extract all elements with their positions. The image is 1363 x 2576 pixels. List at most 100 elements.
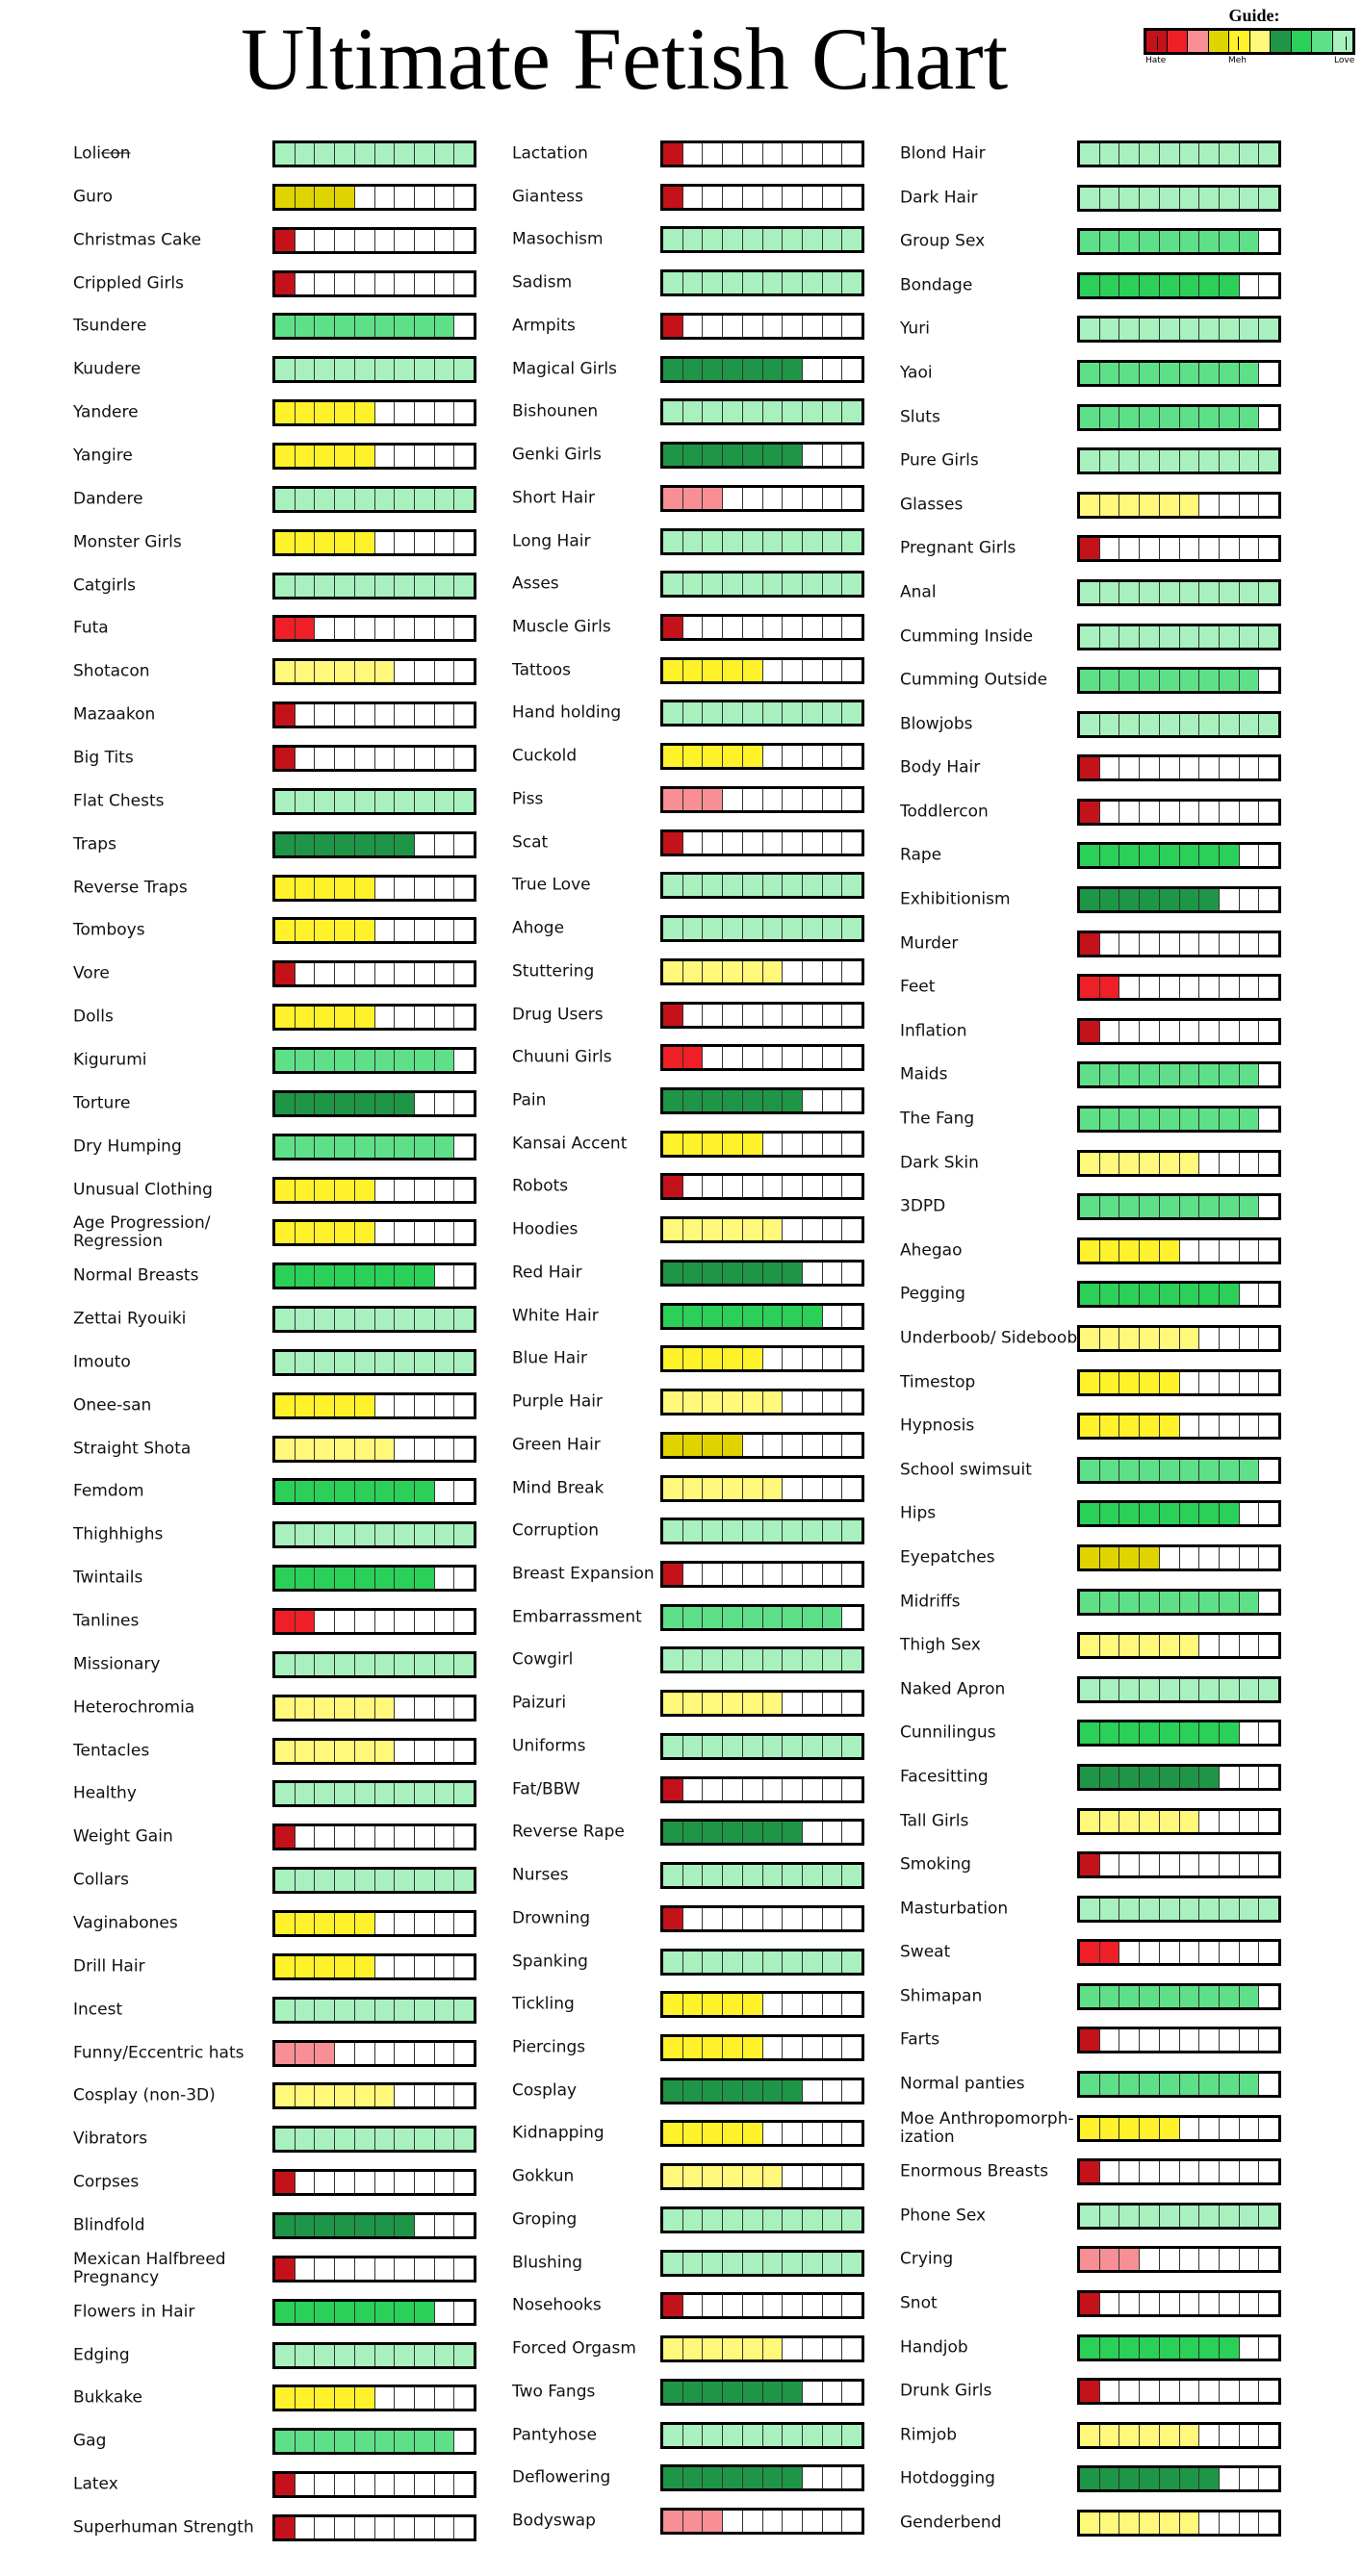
rating-bar <box>1077 710 1281 738</box>
rating-cell-filled <box>374 1999 396 2021</box>
rating-cell-filled <box>275 1092 296 1114</box>
rating-cell-empty <box>1259 2337 1278 2359</box>
chart-row: Toddlercon <box>900 793 1284 831</box>
rating-cell-filled <box>275 2474 296 2496</box>
rating-cell-filled <box>742 1219 763 1241</box>
rating-cell-filled <box>1159 1328 1180 1349</box>
row-label: Flat Chests <box>73 791 165 811</box>
rating-cell-filled <box>742 1262 763 1284</box>
rating-cell-empty <box>803 746 823 768</box>
rating-bar <box>660 915 864 943</box>
chart-row: 3DPD <box>900 1187 1284 1226</box>
rating-cell-empty <box>435 877 455 899</box>
rating-cell-filled <box>335 1870 355 1892</box>
rating-cell-empty <box>435 402 455 424</box>
rating-cell-filled <box>783 2252 803 2274</box>
chart-row: Kigurumi <box>73 1041 479 1080</box>
rating-bar <box>1077 1500 1281 1528</box>
rating-cell-filled <box>295 1740 316 1762</box>
chart-row: Yangire <box>73 437 479 475</box>
guide-swatch-2 <box>1167 31 1188 52</box>
rating-cell-empty <box>454 1826 474 1848</box>
rating-bar <box>272 313 476 341</box>
rating-cell-filled <box>354 1049 375 1071</box>
row-label: Scat <box>512 832 549 853</box>
rating-cell-filled <box>762 1477 784 1499</box>
rating-bar <box>1077 271 1281 299</box>
rating-cell-empty <box>435 1438 455 1460</box>
rating-bar <box>272 960 476 988</box>
rating-cell-filled <box>723 2467 743 2489</box>
chart-row: Cumming Outside <box>900 661 1284 700</box>
rating-bar <box>660 2508 864 2535</box>
rating-cell-filled <box>663 1735 683 1757</box>
rating-cell-filled <box>1080 801 1100 823</box>
rating-cell-empty <box>803 1391 823 1414</box>
rating-cell-empty <box>703 2295 724 2317</box>
rating-cell-filled <box>315 359 336 381</box>
chart-row: Dark Skin <box>900 1144 1284 1183</box>
rating-cell-filled <box>1140 494 1160 516</box>
rating-cell-filled <box>822 272 843 294</box>
rating-bar <box>660 957 864 985</box>
rating-cell-filled <box>742 2079 763 2102</box>
rating-bar <box>660 527 864 555</box>
rating-cell-filled <box>275 1999 296 2021</box>
rating-cell-filled <box>1179 713 1200 735</box>
row-label: Red Hair <box>512 1262 582 1283</box>
rating-cell-empty <box>743 2295 763 2317</box>
rating-cell-filled <box>295 2042 316 2064</box>
rating-cell-empty <box>1240 1284 1260 1306</box>
rating-cell-filled <box>762 2467 784 2489</box>
rating-cell-empty <box>1160 2381 1180 2403</box>
rating-cell-filled <box>295 1696 316 1719</box>
rating-cell-filled <box>315 1913 336 1935</box>
rating-cell-filled <box>395 790 415 812</box>
rating-cell-filled <box>1259 143 1279 165</box>
rating-cell-filled <box>1140 1810 1160 1832</box>
rating-cell-empty <box>763 831 784 854</box>
rating-cell-filled <box>703 1994 724 2016</box>
rating-cell-filled <box>1199 2468 1220 2490</box>
rating-cell-empty <box>435 920 455 942</box>
rating-cell-filled <box>295 2344 316 2366</box>
chart-row: Reverse Traps <box>73 869 479 907</box>
rating-cell-empty <box>454 2043 474 2064</box>
rating-cell-empty <box>763 788 784 810</box>
rating-cell-empty <box>1220 2117 1240 2139</box>
rating-cell-empty <box>783 960 803 982</box>
row-label: Magical Girls <box>512 359 617 379</box>
rating-cell-empty <box>1199 1239 1220 1262</box>
chart-row: Anal <box>900 574 1284 612</box>
chart-row: Straight Shota <box>73 1430 479 1468</box>
rating-cell-filled <box>1119 1985 1141 2007</box>
rating-cell-filled <box>354 531 375 553</box>
rating-cell-filled <box>414 1135 435 1158</box>
rating-bar <box>660 2077 864 2104</box>
rating-cell-empty <box>683 186 704 208</box>
rating-cell-filled <box>275 574 296 597</box>
row-label: Guro <box>73 187 113 207</box>
rating-cell-filled <box>783 1305 803 1327</box>
rating-cell-filled <box>414 316 435 338</box>
rating-cell-empty <box>823 2037 843 2058</box>
rating-cell-empty <box>415 704 435 727</box>
rating-cell-filled <box>822 1951 843 1973</box>
rating-cell-empty <box>395 2387 415 2410</box>
rating-cell-empty <box>415 1092 435 1114</box>
rating-cell-empty <box>454 704 474 726</box>
rating-cell-filled <box>335 1092 355 1114</box>
rating-cell-filled <box>1099 1722 1120 1745</box>
rating-cell-empty <box>783 1693 803 1715</box>
rating-cell-filled <box>682 1262 704 1284</box>
rating-cell-empty <box>454 316 474 337</box>
rating-bar <box>660 614 864 641</box>
chart-row: Stuttering <box>512 953 867 991</box>
rating-cell-empty <box>842 1564 862 1585</box>
chart-row: Cuckold <box>512 737 867 776</box>
row-label: Healthy <box>73 1783 137 1803</box>
rating-cell-filled <box>842 1735 862 1757</box>
rating-bar <box>272 226 476 254</box>
rating-cell-filled <box>454 1309 475 1331</box>
rating-cell-empty <box>1100 2029 1120 2052</box>
